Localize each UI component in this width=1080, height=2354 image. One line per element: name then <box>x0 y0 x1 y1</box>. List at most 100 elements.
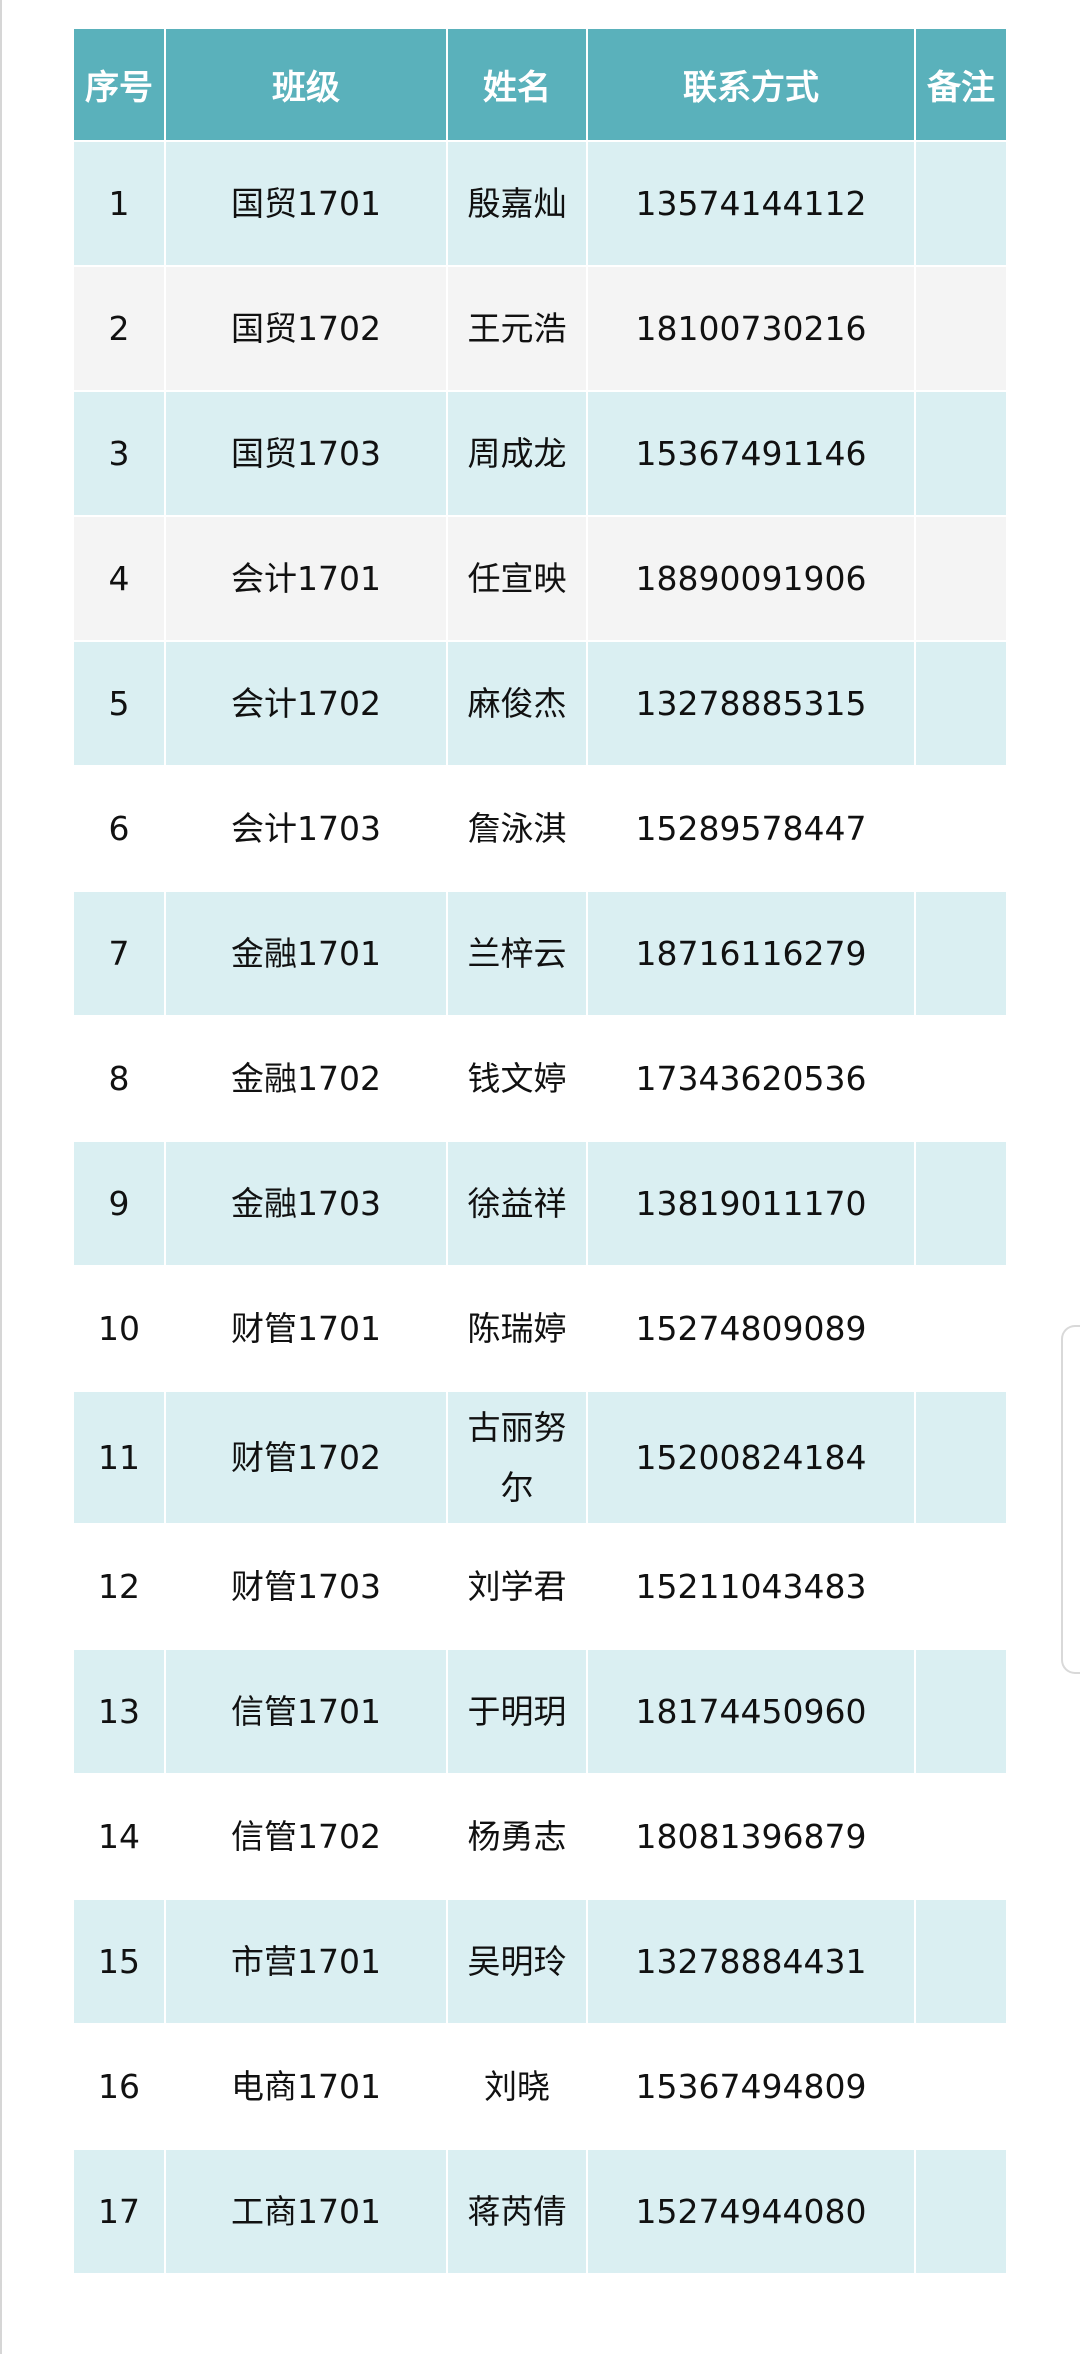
cell-contact: 18081396879 <box>586 1773 916 1900</box>
cell-note <box>914 1523 1008 1650</box>
header-contact: 联系方式 <box>586 27 916 142</box>
table-row: 12 财管1703 刘学君 15211043483 <box>72 1523 1008 1650</box>
screen-left-edge <box>0 0 2 2354</box>
cell-note <box>914 1140 1008 1267</box>
table-row: 10 财管1701 陈瑞婷 15274809089 <box>72 1265 1008 1392</box>
cell-no: 6 <box>72 765 166 892</box>
cell-class: 金融1701 <box>164 890 448 1017</box>
cell-name: 蒋芮倩 <box>446 2148 588 2275</box>
cell-no: 15 <box>72 1898 166 2025</box>
cell-name: 于明玥 <box>446 1648 588 1775</box>
cell-note <box>914 1015 1008 1142</box>
edge-panel-handle[interactable] <box>1061 1325 1080 1674</box>
cell-contact: 15367494809 <box>586 2023 916 2150</box>
cell-no: 1 <box>72 140 166 267</box>
cell-name: 杨勇志 <box>446 1773 588 1900</box>
header-name: 姓名 <box>446 27 588 142</box>
cell-no: 8 <box>72 1015 166 1142</box>
cell-name: 麻俊杰 <box>446 640 588 767</box>
table-row: 6 会计1703 詹泳淇 15289578447 <box>72 765 1008 892</box>
header-no: 序号 <box>72 27 166 142</box>
cell-note <box>914 2023 1008 2150</box>
cell-name: 周成龙 <box>446 390 588 517</box>
contact-table: 序号 班级 姓名 联系方式 备注 1 国贸1701 殷嘉灿 13574144112 2 国… <box>72 27 1008 2275</box>
table-row: 14 信管1702 杨勇志 18081396879 <box>72 1773 1008 1900</box>
table-header-row: 序号 班级 姓名 联系方式 备注 <box>72 27 1008 142</box>
cell-class: 会计1703 <box>164 765 448 892</box>
cell-class: 信管1701 <box>164 1648 448 1775</box>
table-row: 13 信管1701 于明玥 18174450960 <box>72 1648 1008 1775</box>
cell-class: 财管1703 <box>164 1523 448 1650</box>
cell-note <box>914 1773 1008 1900</box>
cell-name: 兰梓云 <box>446 890 588 1017</box>
cell-no: 10 <box>72 1265 166 1392</box>
cell-no: 5 <box>72 640 166 767</box>
cell-class: 市营1701 <box>164 1898 448 2025</box>
cell-contact: 18174450960 <box>586 1648 916 1775</box>
cell-name: 钱文婷 <box>446 1015 588 1142</box>
cell-note <box>914 1265 1008 1392</box>
cell-contact: 17343620536 <box>586 1015 916 1142</box>
table-row: 1 国贸1701 殷嘉灿 13574144112 <box>72 140 1008 267</box>
cell-name: 陈瑞婷 <box>446 1265 588 1392</box>
cell-contact: 13278885315 <box>586 640 916 767</box>
cell-class: 国贸1703 <box>164 390 448 517</box>
cell-name: 刘学君 <box>446 1523 588 1650</box>
table-row: 7 金融1701 兰梓云 18716116279 <box>72 890 1008 1017</box>
table-row: 16 电商1701 刘晓 15367494809 <box>72 2023 1008 2150</box>
cell-class: 信管1702 <box>164 1773 448 1900</box>
table-row: 8 金融1702 钱文婷 17343620536 <box>72 1015 1008 1142</box>
cell-class: 电商1701 <box>164 2023 448 2150</box>
cell-name: 王元浩 <box>446 265 588 392</box>
cell-no: 7 <box>72 890 166 1017</box>
cell-contact: 18716116279 <box>586 890 916 1017</box>
cell-note <box>914 1390 1008 1525</box>
table-row: 15 市营1701 吴明玲 13278884431 <box>72 1898 1008 2025</box>
cell-no: 11 <box>72 1390 166 1525</box>
cell-no: 13 <box>72 1648 166 1775</box>
table-row: 4 会计1701 任宣映 18890091906 <box>72 515 1008 642</box>
cell-note <box>914 140 1008 267</box>
cell-contact: 15274809089 <box>586 1265 916 1392</box>
table-row: 5 会计1702 麻俊杰 13278885315 <box>72 640 1008 767</box>
cell-name: 古丽努尔 <box>446 1390 588 1525</box>
cell-class: 财管1702 <box>164 1390 448 1525</box>
cell-contact: 13819011170 <box>586 1140 916 1267</box>
table-row: 9 金融1703 徐益祥 13819011170 <box>72 1140 1008 1267</box>
cell-note <box>914 640 1008 767</box>
cell-class: 工商1701 <box>164 2148 448 2275</box>
cell-name: 任宣映 <box>446 515 588 642</box>
cell-contact: 15274944080 <box>586 2148 916 2275</box>
cell-name: 刘晓 <box>446 2023 588 2150</box>
cell-class: 金融1703 <box>164 1140 448 1267</box>
cell-class: 财管1701 <box>164 1265 448 1392</box>
cell-contact: 15289578447 <box>586 765 916 892</box>
cell-note <box>914 765 1008 892</box>
cell-no: 3 <box>72 390 166 517</box>
cell-note <box>914 2148 1008 2275</box>
cell-note <box>914 265 1008 392</box>
header-class: 班级 <box>164 27 448 142</box>
cell-class: 会计1701 <box>164 515 448 642</box>
cell-contact: 15211043483 <box>586 1523 916 1650</box>
cell-no: 17 <box>72 2148 166 2275</box>
cell-class: 金融1702 <box>164 1015 448 1142</box>
cell-note <box>914 1898 1008 2025</box>
table-row: 2 国贸1702 王元浩 18100730216 <box>72 265 1008 392</box>
cell-name: 徐益祥 <box>446 1140 588 1267</box>
cell-note <box>914 390 1008 517</box>
table-row: 3 国贸1703 周成龙 15367491146 <box>72 390 1008 517</box>
cell-contact: 15367491146 <box>586 390 916 517</box>
cell-note <box>914 1648 1008 1775</box>
cell-contact: 13574144112 <box>586 140 916 267</box>
cell-note <box>914 890 1008 1017</box>
cell-note <box>914 515 1008 642</box>
cell-no: 16 <box>72 2023 166 2150</box>
cell-contact: 18100730216 <box>586 265 916 392</box>
cell-contact: 13278884431 <box>586 1898 916 2025</box>
cell-no: 4 <box>72 515 166 642</box>
cell-class: 国贸1702 <box>164 265 448 392</box>
cell-contact: 15200824184 <box>586 1390 916 1525</box>
cell-no: 9 <box>72 1140 166 1267</box>
cell-no: 2 <box>72 265 166 392</box>
